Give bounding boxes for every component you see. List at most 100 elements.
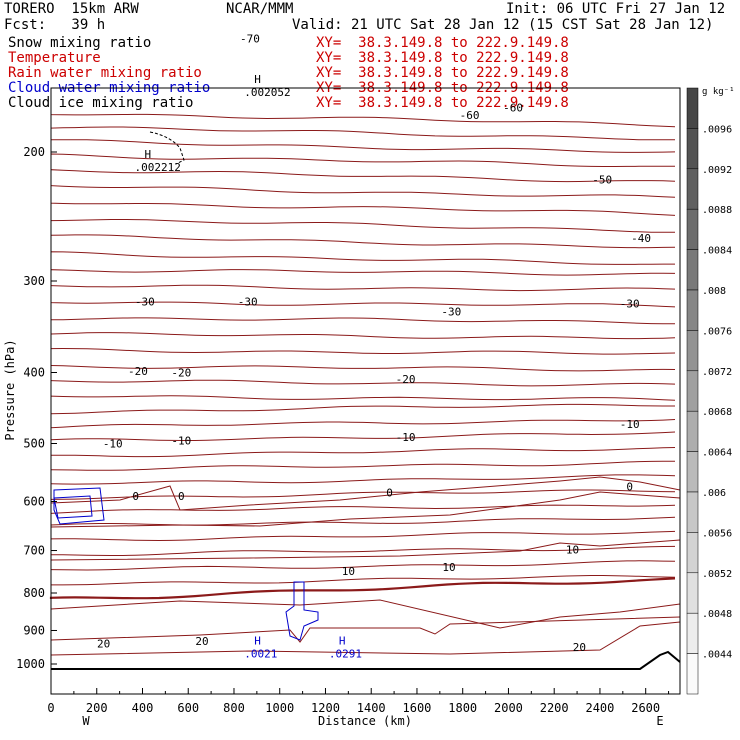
colorbar-segment [686,410,699,452]
isotherm-label: -20 [128,365,148,378]
field-label: Cloud ice mixing ratio [8,95,194,111]
colorbar-segment [686,572,699,614]
x-tick-label: 1000 [265,701,294,715]
isotherm-line [50,403,675,415]
colorbar-label: .008 [702,286,726,297]
isotherm-label: -10 [396,431,416,444]
extremum-value: .002212 [134,161,180,174]
forecast-hour: Fcst: 39 h [4,17,106,33]
cloud-water-contour [53,487,105,525]
colorbar-segment [686,289,699,331]
isotherm-line [50,126,676,141]
colorbar-label: .0092 [702,165,732,176]
isotherm-label: -60 [503,102,523,115]
y-tick-label: 500 [23,436,45,450]
colorbar-label: .006 [702,488,726,499]
colorbar-segment [686,208,699,250]
colorbar-segment [686,370,699,412]
x-tick-label: 800 [223,701,245,715]
colorbar-label: .0048 [702,609,732,620]
colorbar-segment [686,330,699,372]
isotherm-label: -30 [135,296,155,309]
colorbar-segment [686,168,699,210]
isotherm-line [50,575,676,586]
colorbar-label: .0096 [702,124,732,135]
isotherm-label: 10 [342,565,355,578]
colorbar-segment [686,249,699,291]
isotherm-line [50,476,681,511]
colorbar-segment [686,128,699,170]
isotherm-line [50,202,676,216]
colorbar-label: .0052 [702,569,732,580]
x-tick-label: 1800 [448,701,477,715]
colorbar-label: .0068 [702,407,732,418]
isotherm-label: 20 [195,635,208,648]
west-label: W [82,714,90,728]
isotherm-line [50,219,675,233]
extremum-value: .0291 [329,647,362,660]
x-axis-label: Distance (km) [318,714,412,728]
isotherm-label: -10 [171,434,191,447]
isotherm-line [50,491,681,528]
isotherm-label: 0 [178,490,185,503]
isotherm-line [50,169,676,183]
isotherm-line [50,460,675,471]
isotherm-line [50,251,675,265]
extremum-value: .0021 [244,647,277,660]
x-tick-label: 1600 [403,701,432,715]
y-tick-label: 600 [23,494,45,508]
x-tick-label: 0 [47,701,54,715]
colorbar-segment [686,653,699,695]
cloud-water-contour [285,581,319,641]
colorbar-label: .0084 [702,246,732,257]
field-label: Rain water mixing ratio [8,65,202,81]
y-axis-label: Pressure (hPa) [3,339,17,440]
isotherm-line [50,504,676,514]
org-title: NCAR/MMM [226,1,294,17]
plot-frame [50,87,681,695]
isotherm-line [50,379,676,387]
isotherm-line [50,560,676,571]
y-tick-label: 200 [23,145,45,159]
colorbar-segment [686,87,699,129]
isotherm-line [50,317,675,325]
isotherm-label: -60 [460,109,480,122]
isotherm-line [50,139,676,153]
isotherm-label: 20 [573,641,586,654]
isotherm-line [50,153,676,167]
y-tick-label: 800 [23,586,45,600]
x-tick-label: 600 [177,701,199,715]
colorbar-label: .0056 [702,528,732,539]
isotherm-line [50,347,676,355]
isotherm-line [50,185,676,198]
x-tick-label: 200 [86,701,108,715]
colorbar-label: .0076 [702,326,732,337]
isotherm-label: -20 [396,373,416,386]
x-tick-label: 400 [132,701,154,715]
isotherm-line [50,530,676,542]
y-tick-label: 700 [23,544,45,558]
field-label: Snow mixing ratio [8,35,152,51]
extremum-marker: H [144,148,151,161]
isotherm-label: 0 [626,480,633,493]
isotherm-label: -40 [631,232,651,245]
isotherm-label: 10 [442,561,455,574]
colorbar-segment [686,532,699,574]
field-xy-range: XY= 38.3.149.8 to 222.9.149.8 [316,65,569,81]
x-tick-label: 2400 [585,701,614,715]
isotherm-line [50,489,676,500]
colorbar-label: .0064 [702,448,732,459]
colorbar-segment [686,491,699,533]
y-tick-label: 900 [23,623,45,637]
isotherm-line [50,113,676,128]
field-xy-range: XY= 38.3.149.8 to 222.9.149.8 [316,95,569,111]
x-tick-label: 1400 [357,701,386,715]
colorbar-label: .0072 [702,367,732,378]
isotherm-label: -50 [592,173,612,186]
x-tick-label: 2200 [540,701,569,715]
cloud-ice-contour [149,131,185,165]
isotherm-line [50,599,681,629]
isotherm-line [50,516,676,526]
